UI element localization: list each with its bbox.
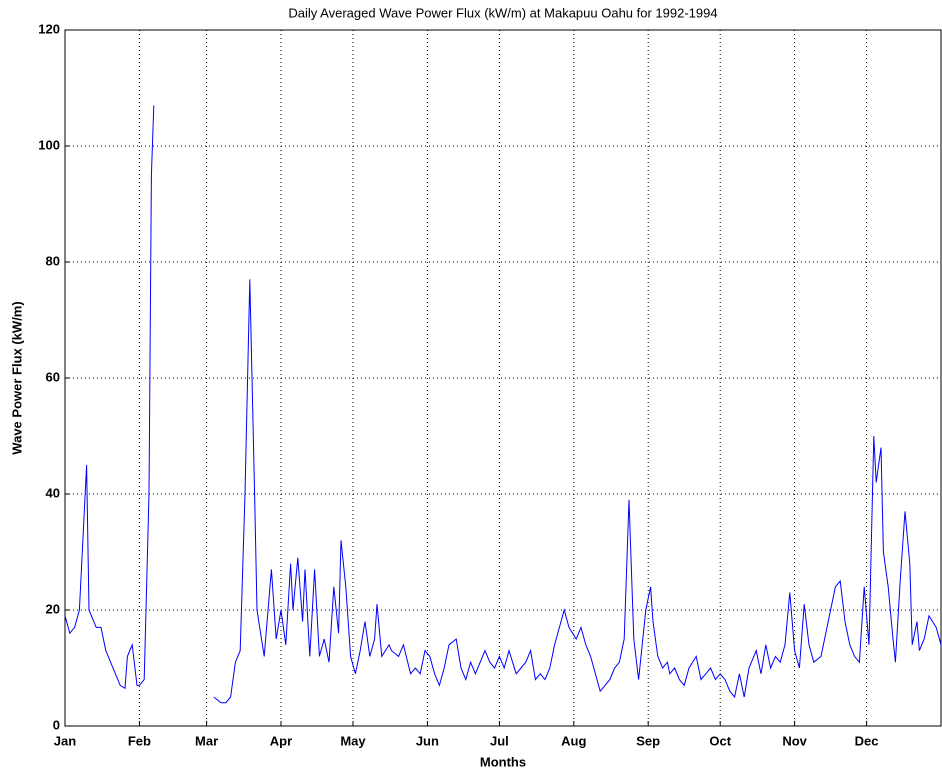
x-tick-label: Jul — [490, 733, 509, 748]
x-tick-label: Aug — [561, 733, 586, 748]
x-tick-label: Jun — [416, 733, 439, 748]
y-tick-label: 120 — [38, 21, 60, 36]
plot-frame — [64, 29, 942, 727]
y-tick-label: 40 — [46, 485, 60, 500]
y-tick-label: 0 — [53, 717, 60, 732]
x-tick-label: Jan — [54, 733, 76, 748]
x-tick-label: Dec — [855, 733, 879, 748]
chart-title: Daily Averaged Wave Power Flux (kW/m) at… — [288, 5, 717, 20]
y-tick-label: 20 — [46, 601, 60, 616]
x-tick-label: Mar — [195, 733, 218, 748]
x-tick-label: Apr — [270, 733, 292, 748]
x-axis-label: Months — [480, 754, 526, 769]
y-tick-label: 80 — [46, 253, 60, 268]
x-tick-label: Sep — [636, 733, 660, 748]
x-tick-label: Feb — [128, 733, 151, 748]
y-tick-label: 60 — [46, 369, 60, 384]
x-tick-label: Oct — [709, 733, 731, 748]
data-line — [64, 105, 942, 704]
x-tick-label: May — [340, 733, 366, 748]
y-tick-label: 100 — [38, 137, 60, 152]
y-axis-label: Wave Power Flux (kW/m) — [9, 301, 24, 454]
x-tick-label: Nov — [782, 733, 807, 748]
